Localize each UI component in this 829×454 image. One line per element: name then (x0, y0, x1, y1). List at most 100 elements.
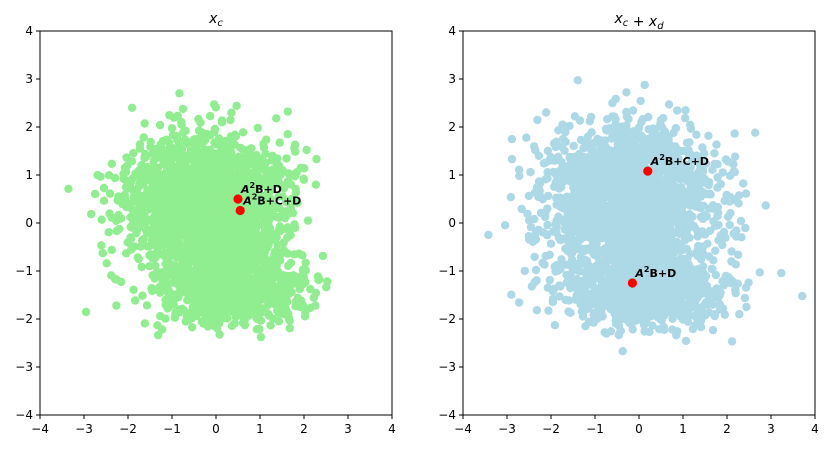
scatter-point (142, 153, 150, 161)
x-tick-label: −4 (31, 422, 49, 436)
scatter-point (205, 218, 213, 226)
scatter-point (122, 249, 130, 257)
scatter-point (112, 301, 120, 309)
scatter-point (273, 299, 281, 307)
scatter-point (285, 314, 293, 322)
scatter-point (283, 298, 291, 306)
scatter-point (207, 194, 215, 202)
scatter-point (261, 217, 269, 225)
scatter-point (302, 146, 310, 154)
scatter-point (180, 209, 188, 217)
scatter-point (114, 196, 122, 204)
scatter-point (544, 307, 552, 315)
scatter-point (756, 268, 764, 276)
scatter-point (286, 324, 294, 332)
scatter-point (179, 105, 187, 113)
scatter-point (257, 333, 265, 341)
scatter-point (297, 296, 305, 304)
scatter-point (287, 259, 295, 267)
scatter-point (269, 315, 277, 323)
scatter-point (232, 248, 240, 256)
scatter-point (165, 297, 173, 305)
scatter-point (274, 269, 282, 277)
scatter-point (292, 185, 300, 193)
scatter-point (751, 129, 759, 137)
scatter-point (206, 112, 214, 120)
scatter-point (149, 194, 157, 202)
scatter-point (274, 291, 282, 299)
scatter-point (122, 168, 130, 176)
scatter-point (158, 287, 166, 295)
scatter-point (112, 275, 120, 283)
scatter-point (204, 263, 212, 271)
scatter-point (246, 286, 254, 294)
scatter-point (124, 238, 132, 246)
scatter-point (255, 325, 263, 333)
scatter-point (188, 323, 196, 331)
y-tick-label: −1 (15, 264, 33, 278)
scatter-point (547, 240, 555, 248)
scatter-point (232, 102, 240, 110)
scatter-point (182, 157, 190, 165)
scatter-point (220, 288, 228, 296)
scatter-point (222, 223, 230, 231)
y-tick-label: 0 (25, 216, 33, 230)
scatter-point (551, 220, 559, 228)
scatter-point (252, 263, 260, 271)
scatter-point (254, 124, 262, 132)
y-tick-label: 3 (25, 72, 33, 86)
scatter-point (211, 125, 219, 133)
scatter-point (300, 175, 308, 183)
scatter-point (214, 246, 222, 254)
scatter-point (259, 273, 267, 281)
scatter-point (212, 103, 220, 111)
scatter-point (197, 304, 205, 312)
scatter-point (717, 231, 725, 239)
scatter-point (711, 247, 719, 255)
scatter-point (273, 241, 281, 249)
scatter-point (686, 121, 694, 129)
x-tick-label: −3 (75, 422, 93, 436)
scatter-point (665, 100, 673, 108)
scatter-point (297, 164, 305, 172)
scatter-point (165, 280, 173, 288)
y-tick-label: −3 (15, 360, 33, 374)
scatter-point (508, 155, 516, 163)
scatter-point (283, 223, 291, 231)
scatter-point (152, 238, 160, 246)
scatter-point (137, 263, 145, 271)
scatter-point (199, 137, 207, 145)
scatter-point (284, 107, 292, 115)
scatter-point (698, 143, 706, 151)
scatter-point (208, 171, 216, 179)
scatter-point (195, 126, 203, 134)
scatter-point (161, 233, 169, 241)
scatter-point (129, 149, 137, 157)
scatter-point (113, 227, 121, 235)
y-tick-label: 2 (25, 120, 33, 134)
scatter-point (210, 163, 218, 171)
scatter-point (159, 183, 167, 191)
y-tick-label: −4 (15, 408, 33, 422)
scatter-point (268, 152, 276, 160)
scatter-point (218, 204, 226, 212)
scatter-point (154, 331, 162, 339)
scatter-point (143, 301, 151, 309)
scatter-point (167, 271, 175, 279)
scatter-point (133, 225, 141, 233)
scatter-point (190, 168, 198, 176)
scatter-point (105, 171, 113, 179)
x-tick-label: 2 (300, 422, 308, 436)
scatter-point (732, 226, 740, 234)
scatter-point (712, 140, 720, 148)
scatter-point (173, 254, 181, 262)
scatter-point (212, 262, 220, 270)
scatter-point (226, 167, 234, 175)
y-tick-label: 4 (25, 24, 33, 38)
scatter-point (128, 104, 136, 112)
scatter-point (208, 302, 216, 310)
scatter-point (216, 195, 224, 203)
scatter-point (144, 217, 152, 225)
scatter-point (177, 282, 185, 290)
